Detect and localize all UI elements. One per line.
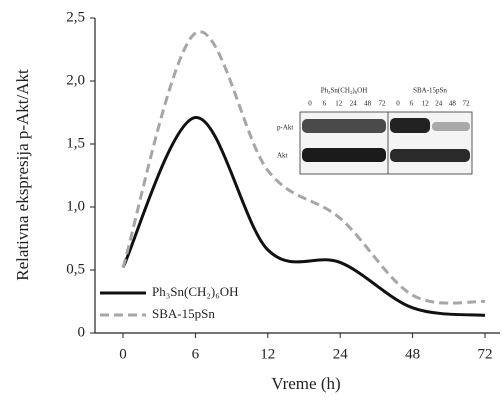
x-tick-label: 12 [260, 346, 275, 362]
inset-lane-label: 24 [435, 100, 443, 108]
legend-label: SBA-15pSn [152, 306, 215, 321]
blot-band [390, 149, 470, 162]
legend-label: Ph₃Sn(CH₂)₆OH [152, 284, 239, 299]
x-tick-label: 6 [192, 346, 200, 362]
inset-lane-label: 48 [449, 100, 457, 108]
inset-lane-label: 6 [410, 100, 414, 108]
y-tick-label: 1,0 [66, 198, 85, 214]
series-line [121, 116, 486, 317]
x-tick-label: 48 [405, 346, 420, 362]
inset-group-label: SBA-15pSn [413, 87, 447, 95]
x-tick-label: 72 [478, 346, 493, 362]
x-axis-label: Vreme (h) [271, 374, 340, 393]
inset-row-label: Akt [277, 152, 288, 160]
y-tick-label: 0 [78, 324, 86, 340]
western-blot-inset: Ph₃Sn(CH₂)₆OH 0 6 12 24 48 72 SBA-15pSn 0 6 12 24 48… [277, 87, 473, 175]
blot-band [302, 119, 386, 133]
blot-band [432, 122, 470, 131]
inset-lane-label: 0 [396, 100, 400, 108]
inset-lane-label: 12 [335, 100, 343, 108]
inset-row-label: p-Akt [277, 124, 293, 132]
y-axis-label: Relativna ekspresija p-Akt/Akt [13, 69, 32, 281]
inset-lane-label: 6 [323, 100, 327, 108]
inset-lane-label: 72 [379, 100, 387, 108]
blot-band [302, 148, 386, 162]
blot-band [390, 118, 430, 133]
inset-lane-label: 12 [422, 100, 430, 108]
inset-lane-label: 48 [364, 100, 372, 108]
x-tick-label: 24 [333, 346, 349, 362]
inset-lane-label: 0 [308, 100, 312, 108]
y-tick-label: 2,0 [66, 72, 85, 88]
y-tick-label: 1,5 [66, 135, 85, 151]
x-tick-label: 0 [119, 346, 127, 362]
inset-lane-label: 72 [463, 100, 471, 108]
inset-lane-label: 24 [350, 100, 358, 108]
series-line [121, 30, 486, 305]
y-tick-label: 0,5 [66, 261, 85, 277]
inset-group-label: Ph₃Sn(CH₂)₆OH [321, 87, 368, 95]
y-tick-label: 2,5 [66, 9, 85, 25]
